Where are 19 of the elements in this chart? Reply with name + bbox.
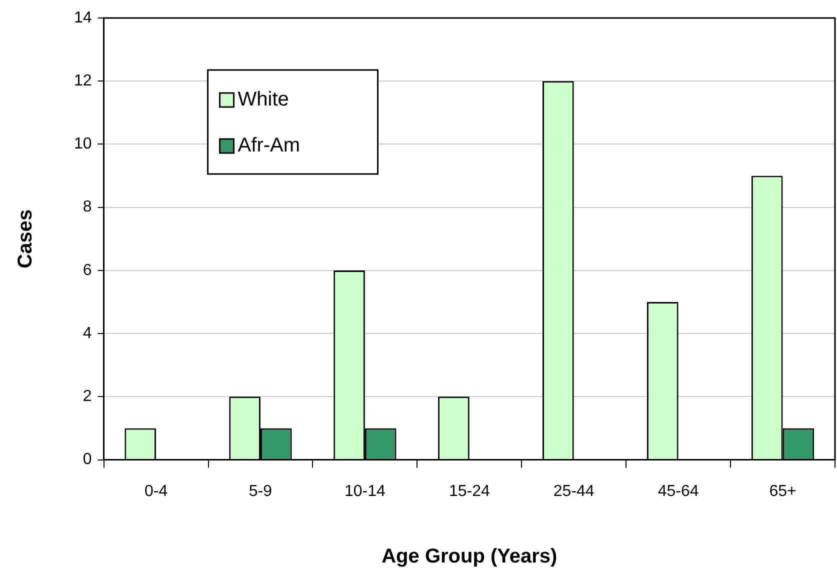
x-tick-label: 5-9 xyxy=(248,482,272,500)
y-tick-label: 8 xyxy=(82,198,92,216)
y-tick-label: 0 xyxy=(82,451,92,468)
x-tick-label: 15-24 xyxy=(448,482,490,500)
x-tick-label: 25-44 xyxy=(553,482,594,500)
x-tick-label: 0-4 xyxy=(144,482,168,500)
legend-label: White xyxy=(238,88,289,111)
x-tick-label: 10-14 xyxy=(344,482,386,500)
x-tick-label: 45-64 xyxy=(658,482,699,500)
y-tick-label: 4 xyxy=(82,324,92,342)
x-tick-label: 65+ xyxy=(769,482,796,500)
y-tick-label: 6 xyxy=(82,262,92,279)
y-tick-label: 14 xyxy=(74,9,92,26)
y-axis-title: Cases xyxy=(14,209,37,268)
x-axis-title: Age Group (Years) xyxy=(382,546,558,568)
y-tick-label: 2 xyxy=(82,388,92,406)
y-tick-label: 10 xyxy=(74,136,92,153)
y-tick-label: 12 xyxy=(74,72,92,90)
legend-label: Afr-Am xyxy=(238,134,300,157)
